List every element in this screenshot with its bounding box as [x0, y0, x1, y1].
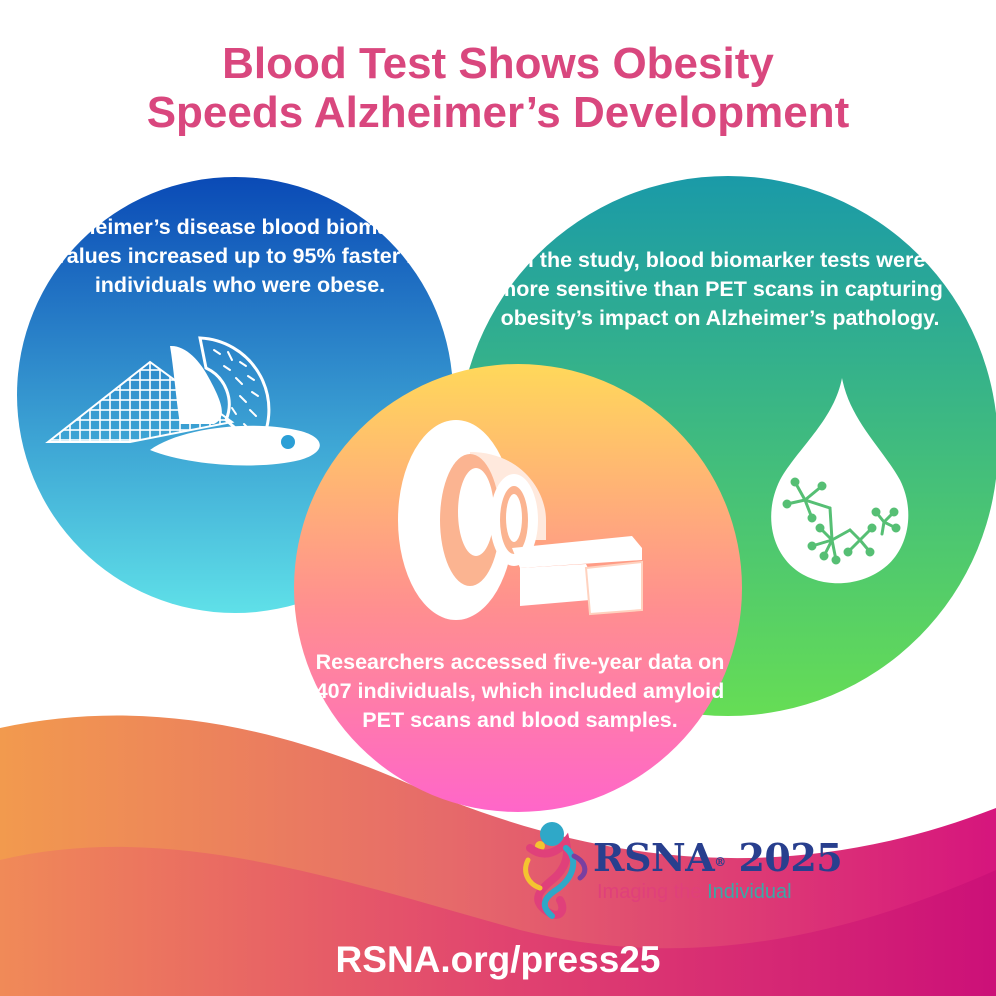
rsna-figure-icon [523, 822, 588, 919]
pet-scanner-icon [398, 420, 643, 620]
tagline-part-1: Imaging the [597, 881, 708, 903]
rsna-year: 2025 [738, 835, 843, 880]
biomarker-text: Alzheimer’s disease blood biomarker valu… [50, 215, 430, 297]
background-wave-front [0, 846, 996, 996]
tagline-part-2: Individual [707, 881, 792, 903]
sensitivity-text: In the study, blood biomarker tests were… [497, 248, 943, 330]
rsna-brand-name: RSNA [593, 835, 715, 880]
title-line-1: Blood Test Shows Obesity [222, 39, 774, 88]
study-text: Researchers accessed five-year data on 4… [315, 650, 725, 732]
title-line-2: Speeds Alzheimer’s Development [146, 88, 850, 137]
registered-mark: ® [714, 855, 726, 869]
neuron-with-myelin-icon [45, 336, 320, 466]
press-url-link[interactable]: RSNA.org/press25 [335, 939, 661, 980]
rsna-logo-text: RSNA® 2025 [593, 835, 843, 880]
rsna-tagline: Imaging the Individual [597, 880, 792, 904]
study-circle [294, 364, 742, 812]
blood-drop-icon [771, 378, 909, 584]
